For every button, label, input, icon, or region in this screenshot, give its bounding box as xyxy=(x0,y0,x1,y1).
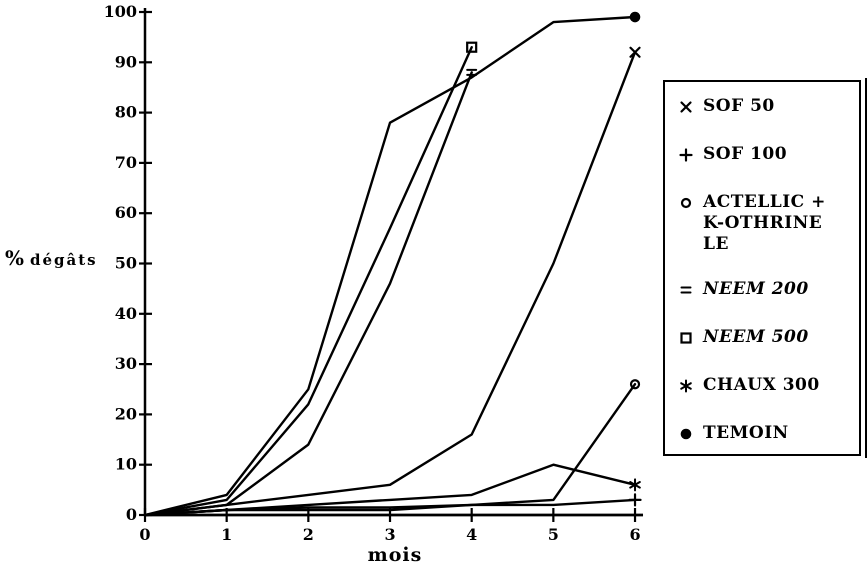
circle-filled-marker-icon xyxy=(629,11,641,23)
legend-item-sof-50: SOF 50 xyxy=(677,96,851,120)
y-tick-label: 100 xyxy=(104,2,137,21)
legend-item-chaux-300: CHAUX 300 xyxy=(677,375,851,399)
y-tick-label: 10 xyxy=(115,455,137,474)
x-marker-icon xyxy=(677,96,703,120)
legend-label: NEEM 200 xyxy=(703,279,809,299)
series-line-neem-200 xyxy=(143,71,473,517)
x-tick-label: 0 xyxy=(139,525,150,544)
y-tick-label: 60 xyxy=(115,203,137,222)
legend-label: ACTELLIC + K-OTHRINE LE xyxy=(703,192,826,254)
plus-marker-icon xyxy=(679,148,693,162)
y-tick-label: 40 xyxy=(115,304,137,323)
legend-outer-border-line xyxy=(865,78,867,458)
legend-label: SOF 100 xyxy=(703,144,788,164)
series-line-chaux-300 xyxy=(143,463,637,517)
legend-item-neem-200: NEEM 200 xyxy=(677,279,851,303)
series-line-neem-500 xyxy=(143,46,473,517)
series-line-temoin xyxy=(143,15,637,517)
asterisk-marker-icon xyxy=(629,478,641,492)
circle-open-marker-icon xyxy=(677,192,703,216)
x-axis-title: mois xyxy=(367,544,423,566)
legend-label: CHAUX 300 xyxy=(703,375,820,395)
square-open-marker-icon xyxy=(680,332,692,344)
equals-marker-icon xyxy=(677,279,703,303)
percent-sign: % xyxy=(5,246,25,270)
circle-filled-marker-icon xyxy=(680,428,692,440)
y-tick-label: 30 xyxy=(115,354,137,373)
x-tick-label: 6 xyxy=(629,525,640,544)
asterisk-marker-icon xyxy=(677,375,703,399)
legend-box: SOF 50 SOF 100 ACTELLIC + K-OTHRINE LE NEEM… xyxy=(663,80,861,456)
asterisk-marker-icon xyxy=(680,379,692,393)
x-tick-label: 2 xyxy=(303,525,314,544)
square-open-marker-icon xyxy=(677,327,703,351)
legend-item-temoin: TEMOIN xyxy=(677,423,851,447)
plus-marker-icon xyxy=(628,493,642,507)
y-tick-label: 50 xyxy=(115,254,137,273)
circle-filled-marker-icon xyxy=(677,423,703,447)
legend-label: SOF 50 xyxy=(703,96,775,116)
y-tick-label: 90 xyxy=(115,52,137,71)
y-axis-title: % dégâts xyxy=(5,246,98,270)
x-marker-icon xyxy=(680,101,692,113)
y-tick-label: 20 xyxy=(115,404,137,423)
series-line-actellic-k-othrine-le xyxy=(143,383,637,517)
equals-marker-icon xyxy=(680,286,692,294)
square-open-marker-icon xyxy=(466,41,478,53)
legend-item-neem-500: NEEM 500 xyxy=(677,327,851,351)
legend-label: TEMOIN xyxy=(703,423,789,443)
legend-label: NEEM 500 xyxy=(703,327,809,347)
legend-item-actellic-k-othrine-le: ACTELLIC + K-OTHRINE LE xyxy=(677,192,851,255)
plus-marker-icon xyxy=(677,144,703,168)
x-tick-label: 1 xyxy=(221,525,232,544)
y-tick-label: 70 xyxy=(115,153,137,172)
circle-open-marker-icon xyxy=(680,197,692,209)
y-tick-label: 80 xyxy=(115,103,137,122)
x-tick-label: 3 xyxy=(384,525,395,544)
circle-open-marker-icon xyxy=(629,379,641,390)
x-tick-label: 5 xyxy=(548,525,559,544)
y-tick-label: 0 xyxy=(126,505,137,524)
x-tick-label: 4 xyxy=(466,525,477,544)
legend-item-sof-100: SOF 100 xyxy=(677,144,851,168)
x-marker-icon xyxy=(629,46,641,58)
